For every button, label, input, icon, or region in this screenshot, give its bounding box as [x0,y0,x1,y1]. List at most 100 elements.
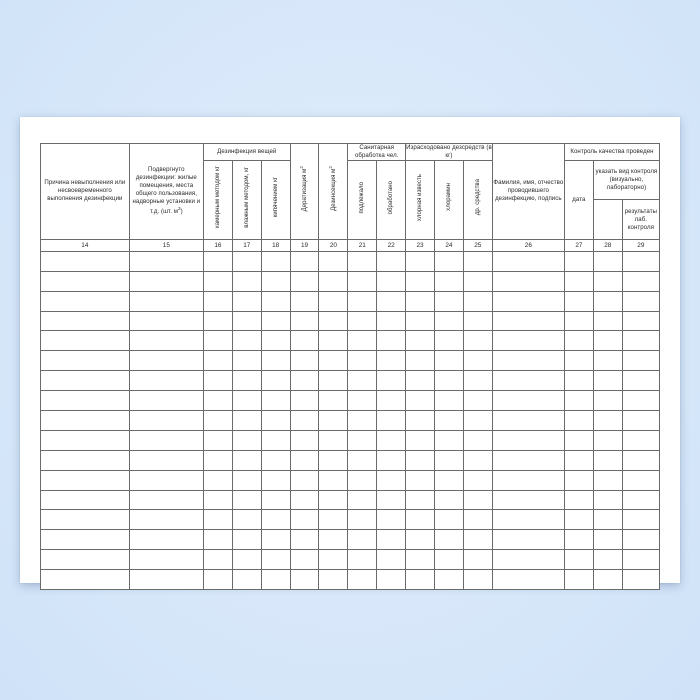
table-cell[interactable] [202,390,233,411]
table-row[interactable] [40,330,661,352]
table-cell[interactable] [231,330,262,352]
table-cell[interactable] [318,350,349,372]
table-cell[interactable] [563,270,594,292]
table-cell[interactable] [347,509,378,531]
table-cell[interactable] [433,330,464,352]
table-cell[interactable] [347,290,378,312]
table-cell[interactable] [405,409,435,431]
table-cell[interactable] [128,489,204,511]
table-cell[interactable] [260,529,291,551]
table-cell[interactable] [563,290,594,312]
table-cell[interactable] [563,449,594,471]
table-row[interactable] [40,569,661,590]
table-cell[interactable] [318,569,349,590]
table-cell[interactable] [592,529,623,551]
table-cell[interactable] [318,250,349,272]
table-cell[interactable] [318,270,349,292]
table-cell[interactable] [260,509,291,531]
table-cell[interactable] [231,290,262,312]
table-cell[interactable] [621,290,661,312]
table-cell[interactable] [289,390,320,411]
table-cell[interactable] [260,489,291,511]
table-cell[interactable] [260,270,291,292]
table-cell[interactable] [563,489,594,511]
table-cell[interactable] [405,390,435,411]
table-cell[interactable] [128,469,204,491]
table-cell[interactable] [433,529,464,551]
table-row[interactable] [40,449,661,471]
table-cell[interactable] [260,370,291,392]
table-cell[interactable] [433,509,464,531]
table-cell[interactable] [260,290,291,312]
table-cell[interactable] [462,509,493,531]
table-cell[interactable] [563,250,594,272]
table-row[interactable] [40,529,661,551]
table-cell[interactable] [202,429,233,451]
table-cell[interactable] [433,250,464,272]
table-cell[interactable] [462,429,493,451]
table-cell[interactable] [347,489,378,511]
table-cell[interactable] [260,469,291,491]
table-row[interactable] [40,429,661,451]
table-cell[interactable] [202,409,233,431]
table-cell[interactable] [376,509,407,531]
table-cell[interactable] [563,429,594,451]
table-cell[interactable] [128,529,204,551]
table-cell[interactable] [289,449,320,471]
table-row[interactable] [40,310,661,332]
table-cell[interactable] [40,529,130,551]
table-cell[interactable] [592,350,623,372]
table-cell[interactable] [592,330,623,352]
table-cell[interactable] [563,549,594,571]
table-cell[interactable] [405,330,435,352]
table-cell[interactable] [462,390,493,411]
table-cell[interactable] [231,390,262,411]
table-cell[interactable] [462,330,493,352]
table-cell[interactable] [376,250,407,272]
table-cell[interactable] [405,429,435,451]
table-cell[interactable] [376,290,407,312]
table-cell[interactable] [260,330,291,352]
table-cell[interactable] [231,429,262,451]
table-cell[interactable] [289,469,320,491]
table-cell[interactable] [462,409,493,431]
table-cell[interactable] [318,310,349,332]
table-cell[interactable] [462,250,493,272]
table-cell[interactable] [405,449,435,471]
table-cell[interactable] [376,449,407,471]
table-row[interactable] [40,350,661,372]
table-cell[interactable] [202,330,233,352]
table-cell[interactable] [433,449,464,471]
table-cell[interactable] [376,350,407,372]
table-cell[interactable] [202,529,233,551]
table-cell[interactable] [202,469,233,491]
table-cell[interactable] [231,489,262,511]
table-cell[interactable] [592,370,623,392]
table-cell[interactable] [376,390,407,411]
table-row[interactable] [40,469,661,491]
table-cell[interactable] [128,409,204,431]
table-row[interactable] [40,549,661,571]
table-cell[interactable] [318,409,349,431]
table-cell[interactable] [231,449,262,471]
table-cell[interactable] [260,310,291,332]
table-cell[interactable] [405,270,435,292]
table-cell[interactable] [40,310,130,332]
table-cell[interactable] [621,270,661,292]
table-cell[interactable] [592,549,623,571]
table-cell[interactable] [433,429,464,451]
table-cell[interactable] [231,310,262,332]
table-cell[interactable] [347,270,378,292]
table-cell[interactable] [491,350,565,372]
table-cell[interactable] [433,390,464,411]
table-cell[interactable] [128,509,204,531]
table-cell[interactable] [621,429,661,451]
table-cell[interactable] [491,549,565,571]
table-cell[interactable] [231,529,262,551]
table-cell[interactable] [40,409,130,431]
table-cell[interactable] [347,549,378,571]
table-cell[interactable] [621,370,661,392]
table-cell[interactable] [592,250,623,272]
table-cell[interactable] [231,370,262,392]
table-cell[interactable] [491,429,565,451]
